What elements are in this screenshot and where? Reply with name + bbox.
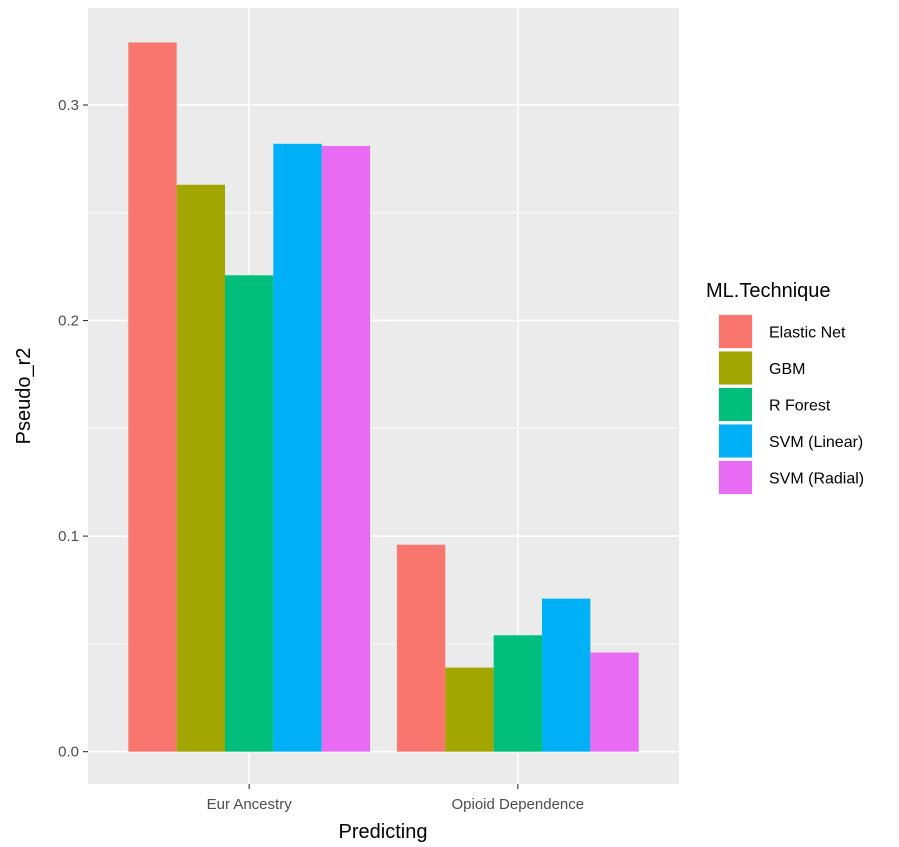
legend-key (719, 424, 752, 458)
legend-label: GBM (769, 361, 805, 378)
y-tick-label: 0.1 (58, 528, 79, 545)
bar-r-forest-1 (225, 275, 274, 752)
legend-label: SVM (Linear) (769, 434, 863, 451)
x-tick-label: Opioid Dependence (452, 796, 585, 813)
bar-elastic-net-1 (128, 42, 177, 752)
y-axis: 0.0 0.1 0.2 0.3 (58, 97, 88, 761)
bar-elastic-net-2 (396, 544, 446, 752)
bar-svm-radial-1 (321, 145, 371, 752)
x-tick-label: Eur Ancestry (207, 796, 293, 813)
legend-title: ML.Technique (706, 280, 831, 302)
bar-gbm-1 (176, 184, 226, 752)
legend-label: Elastic Net (769, 325, 846, 342)
legend-key (719, 388, 752, 421)
bars (128, 42, 639, 752)
legend-key (719, 351, 752, 385)
legend-key (719, 461, 752, 494)
y-axis-title: Pseudo_r2 (13, 348, 35, 445)
bar-svm-linear-2 (541, 598, 591, 752)
legend-label: SVM (Radial) (769, 471, 864, 488)
y-tick-label: 0.2 (58, 313, 79, 330)
x-axis-title: Predicting (339, 821, 428, 843)
bar-svm-radial-2 (590, 652, 639, 752)
legend-key (719, 315, 752, 348)
y-tick-label: 0.3 (58, 97, 79, 114)
legend-label: R Forest (769, 398, 831, 415)
bar-r-forest-2 (493, 635, 542, 752)
bar-gbm-2 (445, 667, 494, 752)
legend: ML.Technique Elastic Net GBM R Forest SVM (… (706, 280, 864, 495)
y-tick-label: 0.0 (58, 744, 79, 761)
bar-svm-linear-1 (273, 143, 322, 752)
x-axis: Eur Ancestry Opioid Dependence (207, 784, 584, 813)
